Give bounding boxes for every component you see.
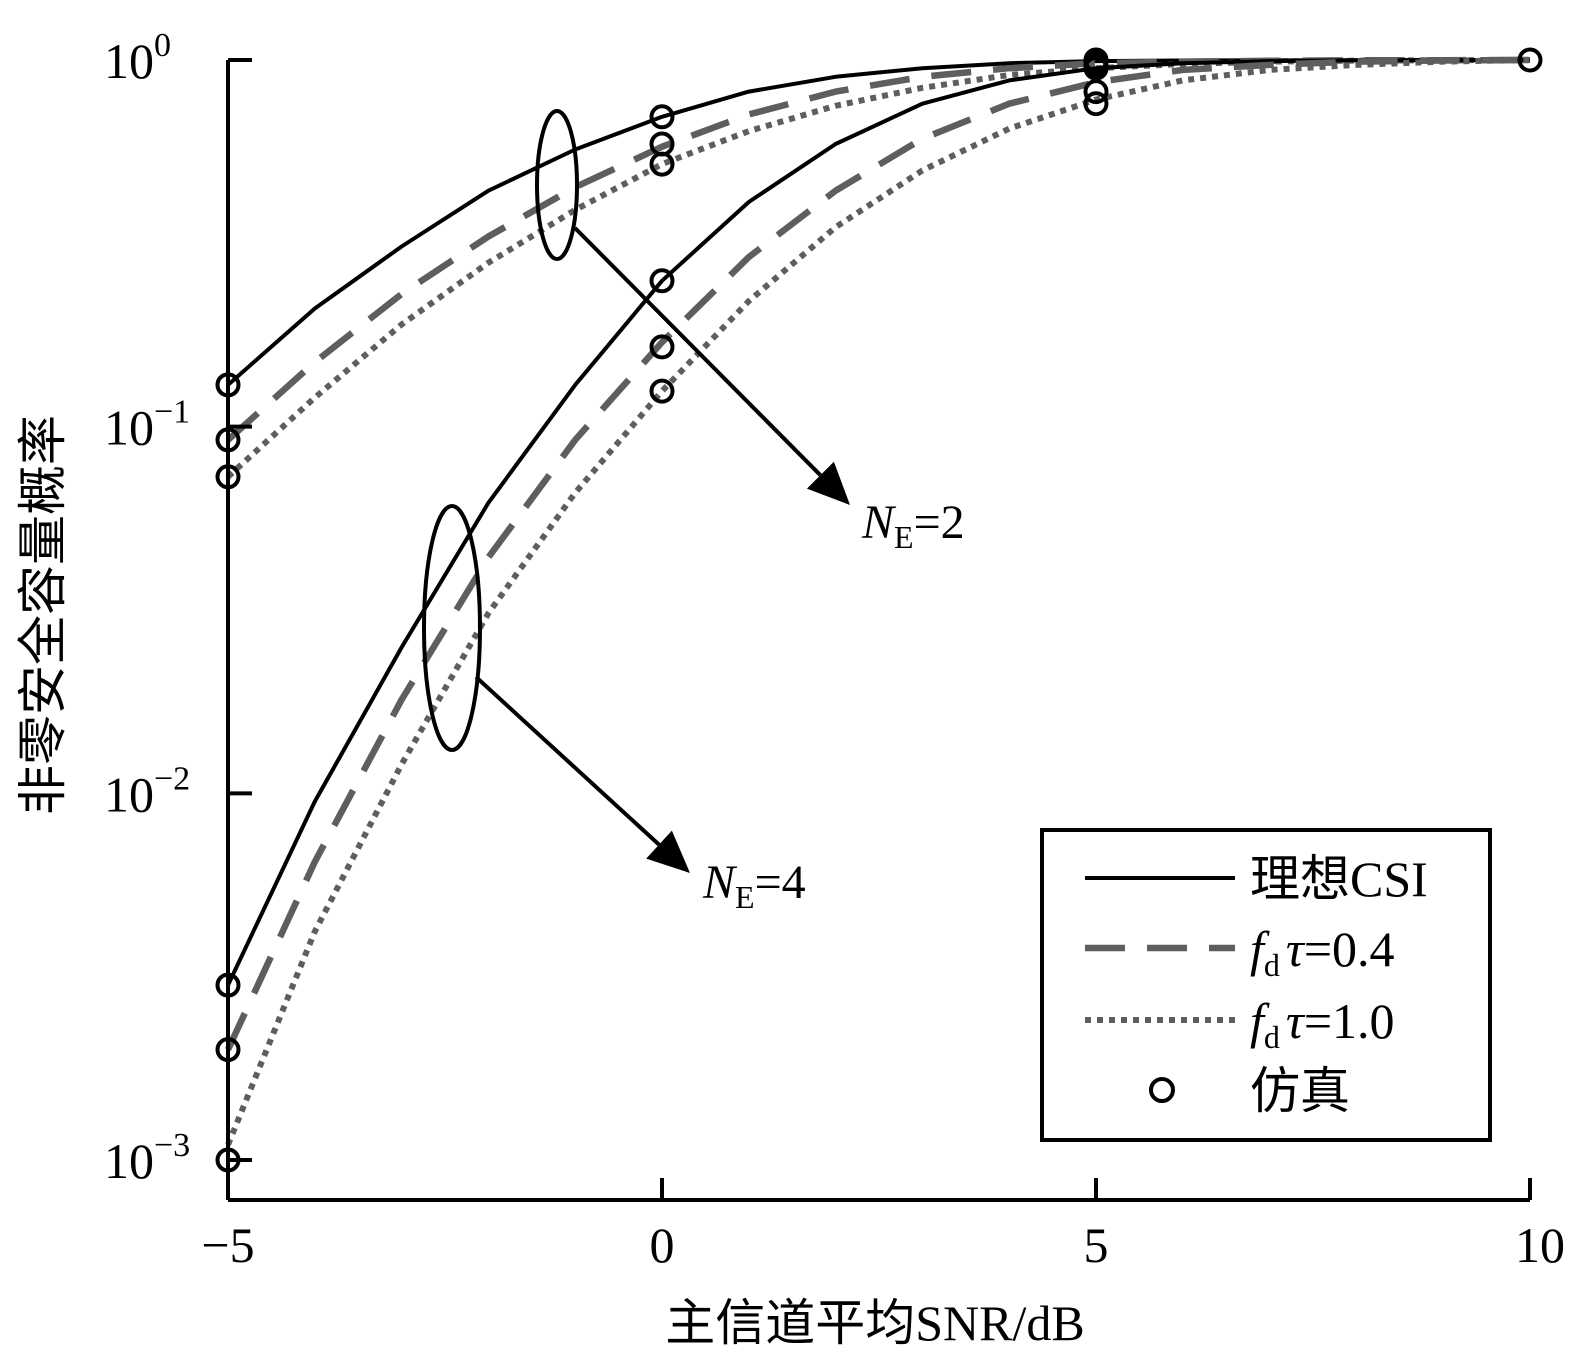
- simulation-marker: [649, 268, 675, 294]
- simulation-marker: [649, 151, 675, 177]
- legend-label: fd τ=0.4: [1250, 921, 1395, 983]
- group-ellipse: [535, 109, 579, 261]
- x-tick-label: 10: [1515, 1217, 1565, 1273]
- annotation-label: NE=2: [861, 496, 965, 555]
- simulation-marker: [649, 378, 675, 404]
- simulation-marker: [1083, 79, 1109, 105]
- y-tick-label: 10−3: [104, 1127, 190, 1189]
- annotation-arrow: [573, 226, 822, 477]
- simulation-marker: [649, 104, 675, 130]
- annotation-arrow: [474, 675, 661, 847]
- simulation-marker: [649, 334, 675, 360]
- x-tick-label: 0: [650, 1217, 675, 1273]
- x-tick-label: −5: [201, 1217, 254, 1273]
- y-axis-label: 非零安全容量概率: [15, 415, 71, 815]
- simulation-marker: [1083, 55, 1109, 81]
- y-tick-label: 100: [104, 27, 171, 89]
- x-axis-label: 主信道平均SNR/dB: [665, 1295, 1085, 1351]
- legend-label: 仿真: [1250, 1063, 1350, 1119]
- series-line-N_E4-dotted: [225, 57, 1531, 1146]
- y-tick-label: 10−2: [104, 760, 190, 822]
- simulation-marker: [1083, 91, 1109, 117]
- series-line-N_E4-dashed: [225, 56, 1531, 1051]
- legend-label: 理想CSI: [1250, 851, 1428, 907]
- legend-swatch-marker: [1149, 1077, 1175, 1103]
- arrow-head: [646, 830, 690, 873]
- group-ellipse: [422, 504, 482, 752]
- x-tick-label: 5: [1084, 1217, 1109, 1273]
- annotation-label: NE=4: [702, 856, 806, 915]
- arrow-head: [806, 461, 850, 505]
- simulation-marker: [1517, 47, 1543, 73]
- curves: [225, 56, 1531, 1146]
- y-tick-label: 10−1: [104, 394, 190, 456]
- annotations: NE=2 NE=4: [422, 109, 965, 915]
- legend-box: [1040, 828, 1492, 1142]
- axes: −5 0 5 10 100 10−1 10−2 10−3: [104, 27, 1565, 1273]
